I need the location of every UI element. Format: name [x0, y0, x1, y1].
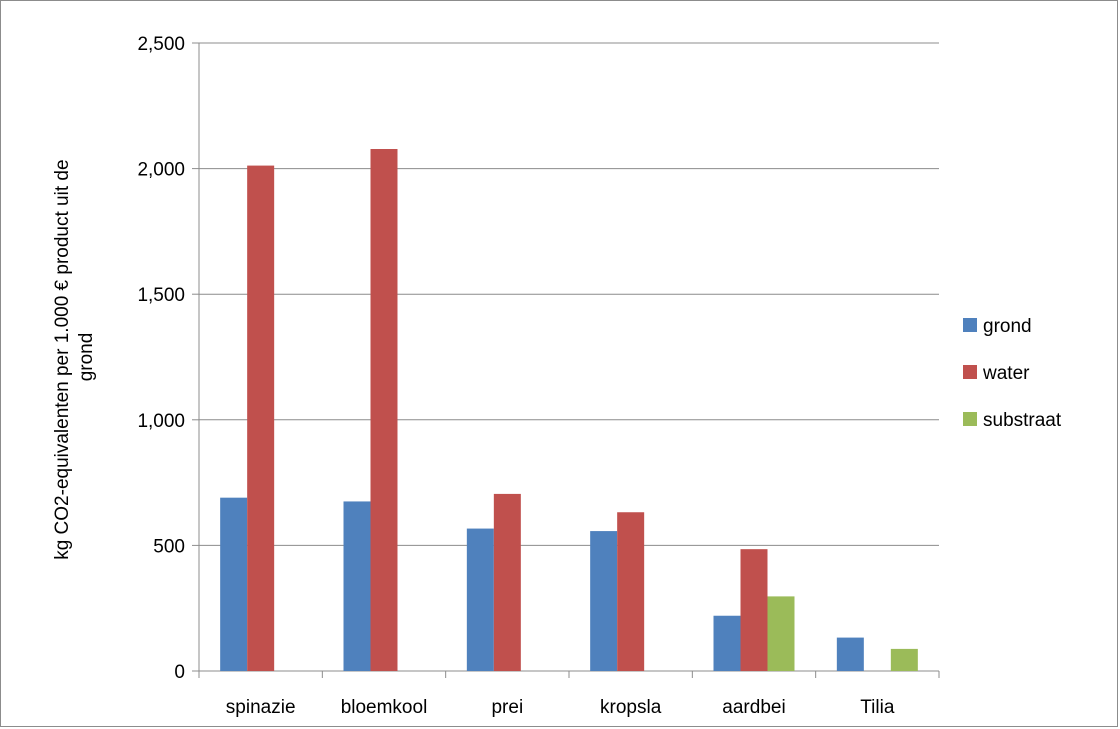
bar-water-bloemkool	[370, 149, 398, 671]
bar-water-kropsla	[617, 512, 645, 671]
x-tick-label: spinazie	[226, 697, 296, 718]
bars	[220, 149, 918, 671]
y-tick-label: 500	[153, 536, 185, 557]
y-tick-label: 1,000	[137, 411, 185, 432]
bar-grond-prei	[466, 528, 494, 671]
y-tick-label: 2,000	[137, 160, 185, 181]
bar-grond-Tilia	[836, 637, 864, 671]
bar-water-aardbei	[740, 549, 768, 671]
legend-label-grond: grond	[983, 316, 1032, 337]
bar-substraat-Tilia	[890, 648, 918, 671]
y-axis-title: kg CO2-equivalenten per 1.000 € product …	[52, 154, 97, 560]
x-tick-label: bloemkool	[341, 697, 428, 718]
bar-grond-spinazie	[220, 497, 248, 671]
y-tick-label: 1,500	[137, 285, 185, 306]
y-axis-title-line-1: kg CO2-equivalenten per 1.000 € product …	[52, 159, 73, 559]
y-tick-label: 0	[174, 662, 185, 683]
axes	[192, 42, 940, 678]
bar-grond-bloemkool	[343, 501, 371, 671]
legend-label-water: water	[982, 363, 1030, 384]
x-tick-label: Tilia	[860, 697, 895, 718]
bar-substraat-aardbei	[767, 596, 795, 671]
y-tick-label: 2,500	[137, 34, 185, 55]
bar-grond-aardbei	[713, 615, 741, 671]
x-tick-label: prei	[491, 697, 523, 718]
x-tick-labels: spinazie bloemkool prei kropsla aardbei Tilia	[226, 697, 895, 718]
legend: grond water substraat	[963, 316, 1062, 431]
y-tick-labels: 0 500 1,000 1,500 2,000 2,500	[137, 34, 185, 683]
x-tick-label: aardbei	[722, 697, 785, 718]
bar-water-prei	[493, 493, 521, 671]
legend-swatch-water	[963, 365, 977, 379]
legend-label-substraat: substraat	[983, 410, 1062, 431]
bar-grond-kropsla	[590, 531, 618, 671]
legend-swatch-substraat	[963, 412, 977, 426]
gridlines	[199, 42, 939, 546]
legend-swatch-grond	[963, 318, 977, 332]
x-tick-label: kropsla	[600, 697, 662, 718]
y-axis-title-line-2: grond	[76, 333, 97, 382]
bar-water-spinazie	[247, 165, 275, 671]
